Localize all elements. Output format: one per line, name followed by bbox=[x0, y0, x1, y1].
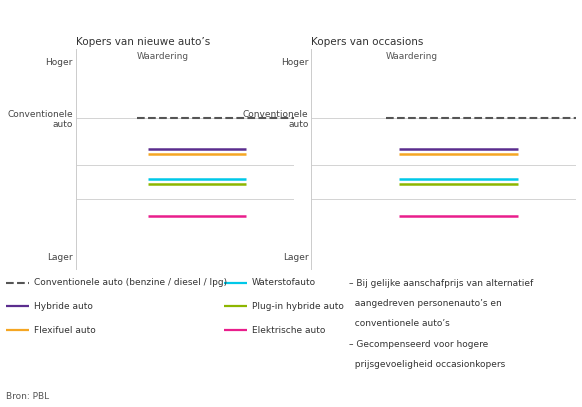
Text: conventionele auto’s: conventionele auto’s bbox=[349, 319, 450, 328]
Text: aangedreven personenauto’s en: aangedreven personenauto’s en bbox=[349, 299, 502, 308]
Text: – Bij gelijke aanschafprijs van alternatief: – Bij gelijke aanschafprijs van alternat… bbox=[349, 279, 534, 288]
Text: Conventionele auto (benzine / diesel / lpg): Conventionele auto (benzine / diesel / l… bbox=[34, 278, 227, 287]
Text: Plug-in hybride auto: Plug-in hybride auto bbox=[252, 302, 344, 311]
Text: Flexifuel auto: Flexifuel auto bbox=[34, 326, 95, 335]
Text: Bron: PBL: Bron: PBL bbox=[6, 392, 49, 401]
Text: Waardering: Waardering bbox=[137, 52, 189, 61]
Text: – Gecompenseerd voor hogere: – Gecompenseerd voor hogere bbox=[349, 340, 488, 349]
Text: Elektrische auto: Elektrische auto bbox=[252, 326, 325, 335]
Text: Hybride auto: Hybride auto bbox=[34, 302, 93, 311]
Text: Kopers van occasions: Kopers van occasions bbox=[311, 37, 424, 47]
Text: prijsgevoeligheid occasionkopers: prijsgevoeligheid occasionkopers bbox=[349, 360, 505, 369]
Text: Kopers van nieuwe auto’s: Kopers van nieuwe auto’s bbox=[76, 37, 210, 47]
Text: Waardering: Waardering bbox=[385, 52, 438, 61]
Text: Waterstofauto: Waterstofauto bbox=[252, 278, 316, 287]
